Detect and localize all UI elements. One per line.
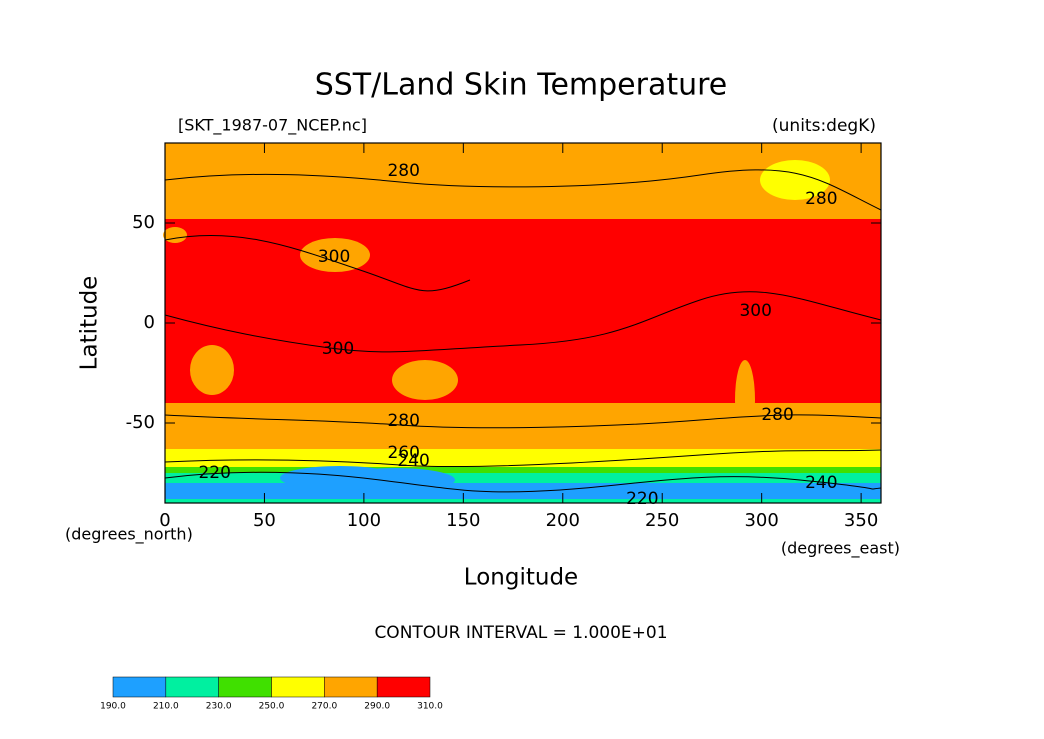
x-axis-label: Longitude — [464, 565, 578, 591]
contour-label: 240 — [805, 473, 837, 493]
contour-label: 280 — [387, 411, 419, 431]
region-patch — [300, 238, 370, 272]
region-patch — [280, 466, 400, 490]
y-tick-label: 0 — [144, 312, 155, 333]
temperature-band — [165, 403, 881, 443]
temperature-band — [165, 203, 881, 219]
contour-label: 300 — [318, 247, 350, 267]
plot-area — [163, 143, 882, 503]
colorbar-label: 290.0 — [364, 702, 390, 712]
contour-label: 220 — [198, 463, 230, 483]
contour-label: 240 — [397, 451, 429, 471]
contour-label: 220 — [626, 489, 658, 509]
contour-label: 300 — [739, 301, 771, 321]
colorbar-box — [376, 676, 431, 698]
footer: CONTOUR INTERVAL = 1.000E+01 — [374, 623, 667, 643]
x-tick-label: 50 — [253, 510, 276, 531]
y-tick-label: -50 — [126, 412, 155, 433]
temperature-band — [165, 443, 881, 449]
colorbar-label: 210.0 — [153, 702, 179, 712]
contour-label: 280 — [387, 161, 419, 181]
temperature-band — [165, 483, 881, 499]
x-tick-label: 150 — [446, 510, 480, 531]
x-tick-label: 0 — [159, 510, 170, 531]
temperature-band — [165, 393, 881, 403]
temperature-band — [165, 473, 881, 483]
x-tick-label: 250 — [645, 510, 679, 531]
region-patch — [735, 360, 755, 440]
x-tick-label: 100 — [347, 510, 381, 531]
region-patch — [190, 345, 234, 395]
contour-line — [164, 234, 471, 292]
temperature-band — [165, 449, 881, 455]
y-units: (degrees_north) — [65, 525, 193, 545]
contour-label: 300 — [322, 339, 354, 359]
region-patch — [760, 160, 830, 200]
x-units: (degrees_east) — [781, 539, 900, 559]
colorbar-box — [112, 676, 167, 698]
colorbar-label: 250.0 — [259, 702, 285, 712]
contour-line — [164, 169, 882, 211]
temperature-band — [165, 243, 881, 323]
temperature-band — [165, 219, 881, 243]
colorbar-box — [165, 676, 219, 698]
temperature-band — [165, 455, 881, 467]
y-axis-label: Latitude — [77, 276, 103, 371]
colorbar-label: 310.0 — [417, 702, 443, 712]
x-tick-label: 300 — [744, 510, 778, 531]
contour-line — [164, 414, 882, 429]
colorbar-label: 190.0 — [100, 702, 126, 712]
colorbar-label: 270.0 — [311, 702, 337, 712]
contour-label: 260 — [387, 443, 419, 463]
contour-line — [164, 291, 882, 353]
x-tick-label: 350 — [844, 510, 878, 531]
contour-line — [164, 471, 882, 493]
subtitle-left: [SKT_1987-07_NCEP.nc] — [178, 116, 367, 136]
x-tick-label: 200 — [546, 510, 580, 531]
subtitle-right: (units:degK) — [772, 116, 876, 136]
colorbar-box — [218, 676, 272, 698]
y-tick-label: 50 — [132, 212, 155, 233]
region-patch — [163, 227, 187, 243]
colorbar-box — [271, 676, 325, 698]
colorbar-label: 230.0 — [206, 702, 232, 712]
temperature-band — [165, 323, 881, 393]
contour-line — [164, 449, 882, 468]
temperature-band — [165, 499, 881, 503]
contour-label: 280 — [805, 189, 837, 209]
chart-title: SST/Land Skin Temperature — [315, 68, 728, 103]
contour-label: 280 — [761, 405, 793, 425]
region-patch — [392, 360, 458, 400]
colorbar-box — [324, 676, 378, 698]
temperature-band — [165, 467, 881, 473]
